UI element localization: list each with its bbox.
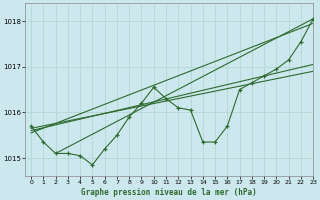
X-axis label: Graphe pression niveau de la mer (hPa): Graphe pression niveau de la mer (hPa) — [81, 188, 257, 197]
